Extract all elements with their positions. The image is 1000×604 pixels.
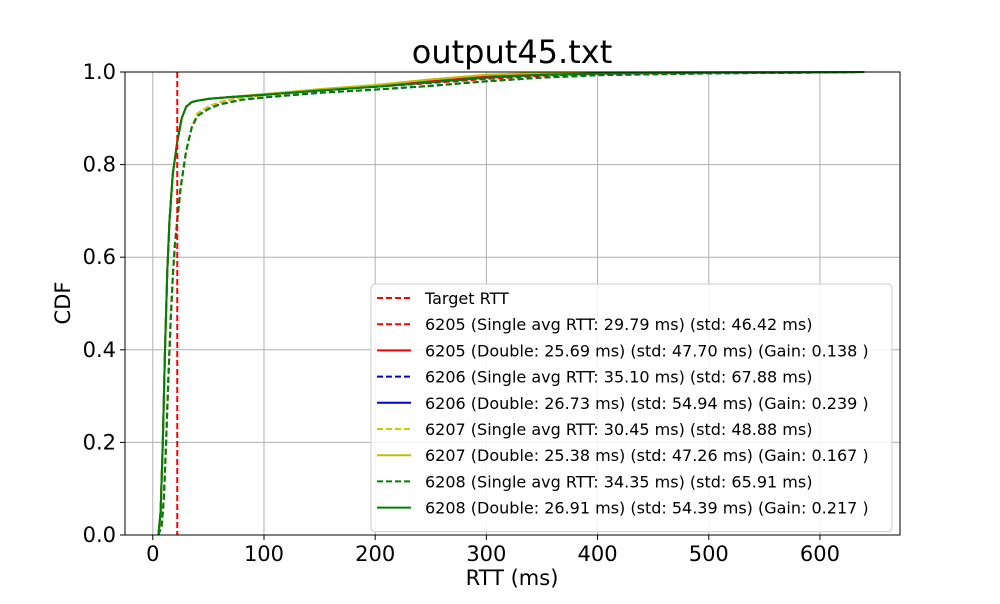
- legend-label: 6208 (Single avg RTT: 34.35 ms) (std: 65…: [425, 472, 812, 491]
- x-tick-label: 0: [146, 542, 159, 566]
- legend-box: [370, 283, 893, 533]
- y-axis-label: CDF: [51, 282, 75, 325]
- legend-label: 6208 (Double: 26.91 ms) (std: 54.39 ms) …: [425, 499, 869, 518]
- y-tick-label: 0.6: [83, 245, 116, 269]
- y-tick-label: 0.2: [83, 430, 116, 454]
- series-lines: [157, 71, 865, 536]
- legend-label: 6206 (Double: 26.73 ms) (std: 54.94 ms) …: [425, 394, 869, 413]
- axis-ticks: 0 100 200 300 400 500 600 0.0 0.2 0.4 0.6 0.8 1.0: [83, 60, 840, 566]
- series-line-8: [157, 71, 865, 536]
- y-tick-label: 0.4: [83, 338, 116, 362]
- y-tick-label: 0.0: [83, 523, 116, 547]
- legend-label: 6206 (Single avg RTT: 35.10 ms) (std: 67…: [425, 368, 812, 387]
- legend-label: Target RTT: [424, 289, 509, 308]
- x-tick-label: 400: [578, 542, 618, 566]
- y-tick-label: 0.8: [83, 153, 116, 177]
- y-tick-label: 1.0: [83, 60, 116, 84]
- legend-label: 6207 (Double: 25.38 ms) (std: 47.26 ms) …: [425, 446, 869, 465]
- x-tick-label: 100: [244, 542, 284, 566]
- legend: Target RTT 6205 (Single avg RTT: 29.79 ms…: [370, 283, 893, 533]
- x-axis-label: RTT (ms): [466, 566, 559, 590]
- plot-area-frame: [124, 71, 901, 536]
- chart-title: output45.txt: [412, 33, 612, 71]
- x-tick-label: 500: [689, 542, 729, 566]
- series-line-7: [157, 71, 865, 536]
- legend-label: 6205 (Double: 25.69 ms) (std: 47.70 ms) …: [425, 341, 869, 360]
- x-tick-label: 200: [355, 542, 395, 566]
- x-tick-label: 300: [466, 542, 506, 566]
- x-tick-label: 600: [800, 542, 840, 566]
- legend-label: 6205 (Single avg RTT: 29.79 ms) (std: 46…: [425, 315, 812, 334]
- legend-label: 6207 (Single avg RTT: 30.45 ms) (std: 48…: [425, 420, 812, 439]
